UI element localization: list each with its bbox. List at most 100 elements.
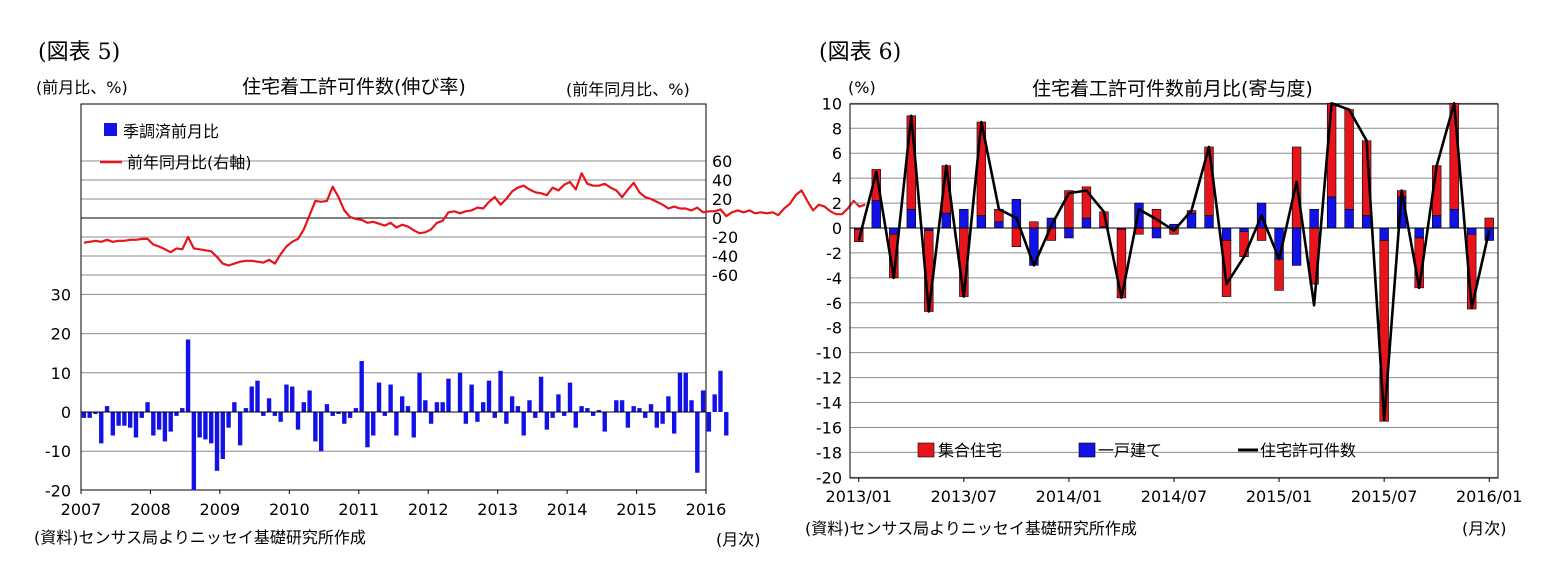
bar-monthly-change [266, 398, 272, 412]
legend-swatch-bar [104, 123, 117, 136]
bar-monthly-change [648, 404, 654, 412]
bar-single-family [1449, 208, 1459, 229]
right-axis-tick-label: 0 [712, 209, 722, 228]
bar-monthly-change [156, 412, 162, 430]
bar-monthly-change [122, 412, 127, 426]
bar-monthly-change [336, 412, 341, 414]
bar-monthly-change [637, 408, 642, 412]
bar-monthly-change [93, 412, 98, 414]
bar-single-family [1379, 227, 1389, 241]
bar-monthly-change [295, 412, 301, 430]
bar-single-family [1291, 227, 1302, 266]
bar-monthly-change [290, 386, 295, 412]
bar-monthly-change [133, 412, 139, 438]
bar-monthly-change [573, 412, 578, 428]
bar-single-family [1081, 217, 1092, 229]
figure5-x-unit: (月次) [716, 530, 761, 549]
bar-monthly-change [411, 412, 416, 438]
right-axis-tick-label: 60 [712, 152, 732, 171]
bar-monthly-change [643, 412, 648, 418]
bar-monthly-change [162, 412, 168, 442]
bar-monthly-change [284, 384, 289, 412]
legend-swatch-multi-family [917, 442, 935, 458]
bar-monthly-change [318, 412, 324, 452]
legend-label-bar: 季調済前月比 [123, 122, 219, 141]
bar-monthly-change [567, 382, 573, 412]
bar-monthly-change [556, 394, 561, 412]
plot-frame [80, 103, 707, 491]
figure5-label: (図表 5) [38, 40, 121, 65]
bar-multi-family [1256, 227, 1267, 241]
y-axis-tick-label: 2 [832, 194, 842, 213]
bar-monthly-change [359, 361, 364, 412]
x-axis-tick-label: 2012 [408, 500, 449, 519]
bar-monthly-change [180, 408, 185, 412]
y-axis-tick-label: -2 [826, 244, 842, 263]
bar-monthly-change [405, 406, 411, 412]
legend-label-line: 前年同月比(右軸) [127, 153, 252, 172]
bar-single-family [1064, 227, 1074, 239]
bar-single-family [1326, 196, 1337, 229]
bar-monthly-change [261, 412, 266, 416]
x-axis-tick-label: 2007 [61, 500, 102, 519]
x-axis-tick-label: 2014/07 [1141, 487, 1207, 506]
bar-monthly-change [579, 406, 584, 412]
bar-monthly-change [255, 380, 260, 412]
bar-monthly-change [237, 412, 243, 446]
bar-multi-family [1029, 221, 1039, 229]
bar-monthly-change [428, 412, 434, 424]
bar-multi-family [1484, 217, 1494, 229]
bar-monthly-change [671, 412, 677, 434]
bar-single-family [1467, 227, 1477, 235]
bar-monthly-change [683, 372, 688, 412]
bar-monthly-change [469, 384, 474, 412]
y-axis-tick-label: 0 [832, 219, 842, 238]
bar-monthly-change [463, 412, 469, 424]
figure6-label: (図表 6) [819, 40, 902, 65]
bar-monthly-change [214, 412, 220, 471]
figure6-title: 住宅着工許可件数前月比(寄与度) [1032, 78, 1313, 100]
legend-label-single-family: 一戸建て [1098, 441, 1162, 460]
right-axis-tick-label: 20 [712, 190, 732, 209]
x-axis-tick-label: 2015/01 [1246, 487, 1312, 506]
x-axis-tick-label: 2016/01 [1456, 487, 1522, 506]
bar-monthly-change [544, 412, 550, 430]
bar-single-family [1204, 215, 1214, 229]
legend-swatch-single-family [1078, 442, 1096, 458]
x-axis-tick-label: 2008 [130, 500, 171, 519]
y-axis-tick-label: -8 [826, 319, 842, 338]
figure5-source: (資料)センサス局よりニッセイ基礎研究所作成 [34, 528, 366, 547]
bar-monthly-change [203, 412, 208, 440]
bar-single-family [1221, 227, 1232, 241]
bar-monthly-change [660, 412, 665, 424]
bar-monthly-change [509, 396, 515, 412]
bar-monthly-change [440, 402, 445, 412]
bar-monthly-change [457, 372, 463, 412]
bar-monthly-change [272, 412, 278, 416]
bar-monthly-change [127, 412, 133, 428]
bar-monthly-change [631, 406, 636, 412]
bar-monthly-change [99, 412, 104, 444]
bar-single-family [1414, 227, 1424, 239]
bar-single-family [1239, 227, 1249, 233]
bar-monthly-change [602, 412, 607, 432]
bar-monthly-change [498, 370, 503, 412]
bar-monthly-change [423, 400, 428, 412]
x-axis-tick-label: 2013/01 [826, 487, 892, 506]
bar-monthly-change [399, 396, 405, 412]
right-axis-tick-label: -40 [712, 247, 738, 266]
y-axis-tick-label: 10 [822, 94, 842, 113]
bar-monthly-change [307, 390, 312, 412]
figure5-title: 住宅着工許可件数(伸び率) [242, 76, 466, 98]
bar-monthly-change [706, 412, 712, 432]
bar-single-family [871, 200, 881, 229]
bar-single-family [906, 208, 916, 229]
bar-single-family [976, 215, 987, 229]
y-axis-tick-label: -18 [816, 443, 842, 462]
bar-monthly-change [550, 412, 555, 418]
y-axis-tick-label: -16 [816, 418, 842, 437]
bar-monthly-change [139, 412, 144, 418]
bar-multi-family [1221, 240, 1232, 297]
